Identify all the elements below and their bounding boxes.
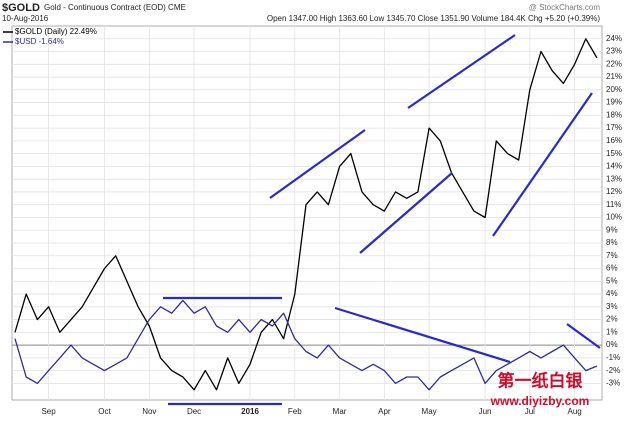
source: @ StockCharts.com <box>529 3 601 12</box>
y-tick-label: 3% <box>606 302 618 311</box>
trend-line <box>407 34 516 109</box>
trend-line <box>334 306 511 364</box>
x-tick-label: Jun <box>479 407 492 416</box>
y-tick-label: 8% <box>606 238 618 247</box>
y-tick-label: 18% <box>606 110 622 119</box>
date: 10-Aug-2016 <box>2 14 49 23</box>
legend-label: $USD -1.64% <box>15 37 64 46</box>
trend-line <box>269 129 366 199</box>
x-tick-label: Feb <box>288 407 302 416</box>
y-tick-label: 1% <box>606 327 618 336</box>
y-tick-label: 16% <box>606 136 622 145</box>
trend-line <box>359 172 453 254</box>
x-tick-label: Mar <box>333 407 347 416</box>
y-tick-label: 5% <box>606 276 618 285</box>
y-tick-label: 24% <box>606 34 622 43</box>
x-tick-label: 2016 <box>241 407 259 416</box>
x-tick-label: Jul <box>525 407 535 416</box>
y-tick-label: 14% <box>606 162 622 171</box>
watermark-url: www.diyizby.com <box>490 394 590 408</box>
series-line <box>14 38 598 391</box>
plot-frame <box>11 25 603 401</box>
y-tick-label: 23% <box>606 47 622 56</box>
y-tick-label: 10% <box>606 213 622 222</box>
x-tick-label: Aug <box>567 407 581 416</box>
y-tick-label: 11% <box>606 200 621 209</box>
grid <box>12 26 602 400</box>
y-tick-label: 20% <box>606 85 622 94</box>
watermark: 第一纸白银 <box>498 370 584 390</box>
lines <box>14 38 598 391</box>
y-tick-label: -2% <box>606 366 620 375</box>
series-line <box>14 299 598 391</box>
x-tick-label: Oct <box>98 407 111 416</box>
x-tick-label: Apr <box>378 407 391 416</box>
y-tick-label: 19% <box>606 98 622 107</box>
y-tick-label: -1% <box>606 353 620 362</box>
y-tick-label: 7% <box>606 251 618 260</box>
y-tick-label: -3% <box>606 379 620 388</box>
x-tick-label: Dec <box>187 407 201 416</box>
trend-line <box>492 92 593 237</box>
y-tick-label: 0% <box>606 340 618 349</box>
y-tick-label: 22% <box>606 59 622 68</box>
y-tick-label: 21% <box>606 72 622 81</box>
trend-line <box>566 323 601 349</box>
x-tick-label: May <box>422 407 437 416</box>
y-tick-label: 13% <box>606 174 622 183</box>
symbol: $GOLD <box>2 2 40 14</box>
y-tick-label: 9% <box>606 225 618 234</box>
y-tick-label: 15% <box>606 149 622 158</box>
y-tick-label: 17% <box>606 123 622 132</box>
x-tick-label: Nov <box>142 407 156 416</box>
trend-lines <box>163 34 601 406</box>
y-tick-label: 12% <box>606 187 622 196</box>
y-tick-label: 2% <box>606 315 618 324</box>
x-tick-label: Sep <box>41 407 56 416</box>
y-tick-label: 4% <box>606 289 618 298</box>
quote: Open 1347.00 High 1363.60 Low 1345.70 Cl… <box>267 14 600 23</box>
legend-label: $GOLD (Daily) 22.49% <box>15 27 97 36</box>
chart-title: Gold - Continuous Contract (EOD) CME <box>44 3 186 12</box>
y-tick-label: 6% <box>606 264 618 273</box>
